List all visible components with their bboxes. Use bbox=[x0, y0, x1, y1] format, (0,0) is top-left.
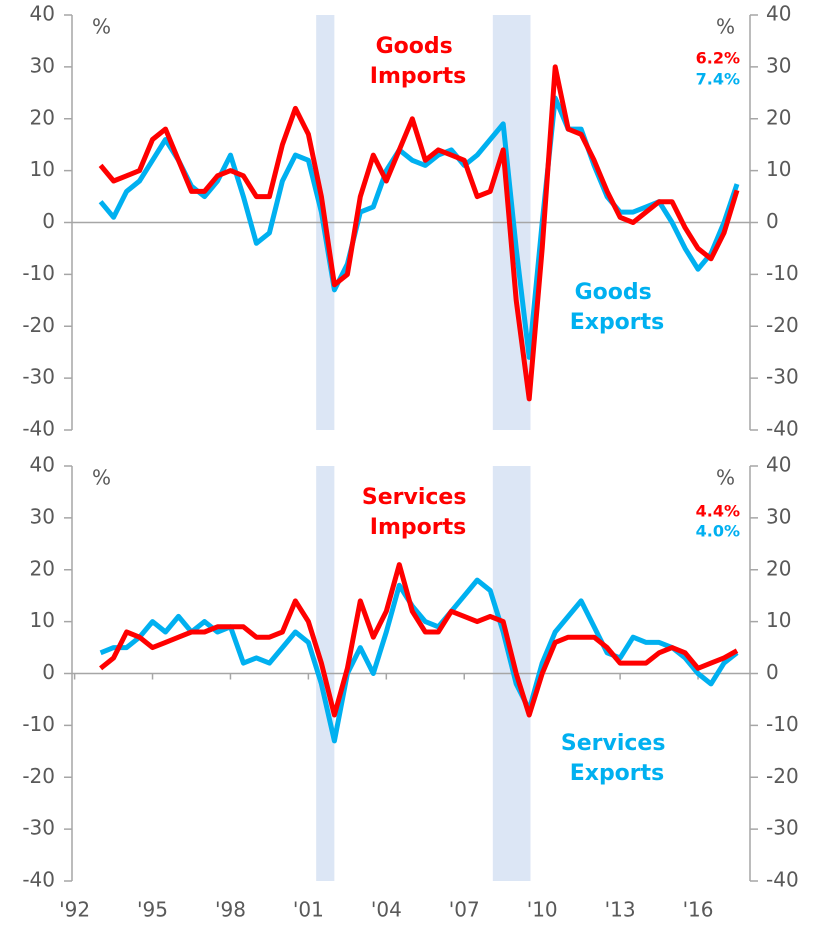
end-value-label: 4.4% bbox=[696, 502, 740, 521]
y2-tick-label: -10 bbox=[766, 712, 799, 736]
series-line bbox=[99, 577, 739, 744]
y2-tick-label: 0 bbox=[766, 660, 779, 684]
y-tick-label: 30 bbox=[30, 504, 55, 528]
x-tick-label: '92 bbox=[59, 898, 90, 922]
y2-tick-label: 30 bbox=[766, 504, 791, 528]
y2-tick-label: 20 bbox=[766, 556, 791, 580]
y2-tick-label: -30 bbox=[766, 816, 799, 840]
y2-tick-label: -40 bbox=[766, 417, 799, 441]
y-tick-label: -30 bbox=[22, 365, 55, 389]
x-tick-label: '95 bbox=[137, 898, 168, 922]
y-tick-label: 20 bbox=[30, 556, 55, 580]
y2-unit: % bbox=[716, 466, 735, 490]
y-unit: % bbox=[92, 15, 111, 39]
end-value-label: 4.0% bbox=[696, 522, 740, 541]
y-tick-label: 0 bbox=[42, 209, 55, 233]
y2-tick-label: 10 bbox=[766, 157, 791, 181]
y2-tick-label: -20 bbox=[766, 764, 799, 788]
y-tick-label: 40 bbox=[30, 453, 55, 477]
series-line bbox=[98, 95, 740, 360]
series-label: Services Exports bbox=[561, 731, 673, 786]
y-tick-label: 20 bbox=[30, 105, 55, 129]
y-tick-label: -30 bbox=[22, 816, 55, 840]
y2-tick-label: -40 bbox=[766, 868, 799, 892]
x-tick-label: '98 bbox=[215, 898, 246, 922]
end-value-label: 6.2% bbox=[696, 49, 740, 68]
y-tick-label: -20 bbox=[22, 764, 55, 788]
series-line bbox=[99, 562, 739, 718]
y-tick-label: -20 bbox=[22, 313, 55, 337]
y-tick-label: -10 bbox=[22, 261, 55, 285]
x-tick-label: '16 bbox=[683, 898, 714, 922]
y2-tick-label: 0 bbox=[766, 209, 779, 233]
y-tick-label: -10 bbox=[22, 712, 55, 736]
y-tick-label: -40 bbox=[22, 417, 55, 441]
y-tick-label: 10 bbox=[30, 157, 55, 181]
y-tick-label: 30 bbox=[30, 53, 55, 77]
series-line bbox=[98, 64, 740, 402]
y2-tick-label: -10 bbox=[766, 261, 799, 285]
series-label: Goods Exports bbox=[570, 280, 665, 335]
y-tick-label: 40 bbox=[30, 2, 55, 26]
series-label: Services Imports bbox=[362, 485, 474, 540]
x-tick-label: '01 bbox=[293, 898, 324, 922]
y2-unit: % bbox=[716, 15, 735, 39]
x-tick-label: '13 bbox=[605, 898, 636, 922]
x-tick-label: '10 bbox=[527, 898, 558, 922]
y-tick-label: 0 bbox=[42, 660, 55, 684]
y2-tick-label: 30 bbox=[766, 53, 791, 77]
y2-tick-label: 40 bbox=[766, 2, 791, 26]
y2-tick-label: 40 bbox=[766, 453, 791, 477]
y-unit: % bbox=[92, 466, 111, 490]
y-tick-label: 10 bbox=[30, 608, 55, 632]
y2-tick-label: -30 bbox=[766, 365, 799, 389]
end-value-label: 7.4% bbox=[696, 70, 740, 89]
series-label: Goods Imports bbox=[370, 34, 466, 89]
y2-tick-label: -20 bbox=[766, 313, 799, 337]
y2-tick-label: 10 bbox=[766, 608, 791, 632]
y-tick-label: -40 bbox=[22, 868, 55, 892]
x-tick-label: '04 bbox=[371, 898, 402, 922]
y2-tick-label: 20 bbox=[766, 105, 791, 129]
x-tick-label: '07 bbox=[449, 898, 480, 922]
